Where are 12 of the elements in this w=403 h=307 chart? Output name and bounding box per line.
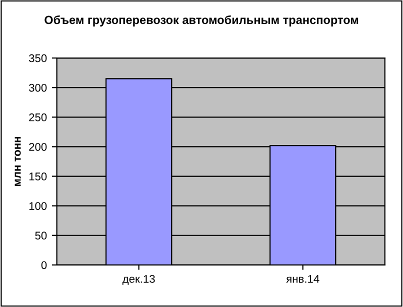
y-tick-label: 150 bbox=[29, 172, 47, 180]
y-tick-label: 350 bbox=[28, 54, 47, 62]
x-tick-label: янв.14 bbox=[286, 275, 320, 283]
x-tick-label: дек.13 bbox=[122, 274, 155, 285]
y-tick-label: 250 bbox=[29, 113, 47, 122]
y-axis-title: млн тонн bbox=[14, 136, 21, 186]
y-tick-label: 200 bbox=[29, 142, 47, 151]
y-tick-label: 300 bbox=[28, 84, 47, 92]
y-tick-label: 50 bbox=[35, 232, 47, 240]
chart-title: Объем грузоперевозок автомобильным транспортом bbox=[44, 15, 358, 26]
y-tick-label: 100 bbox=[29, 202, 47, 210]
y-tick-label: 0 bbox=[41, 261, 47, 270]
